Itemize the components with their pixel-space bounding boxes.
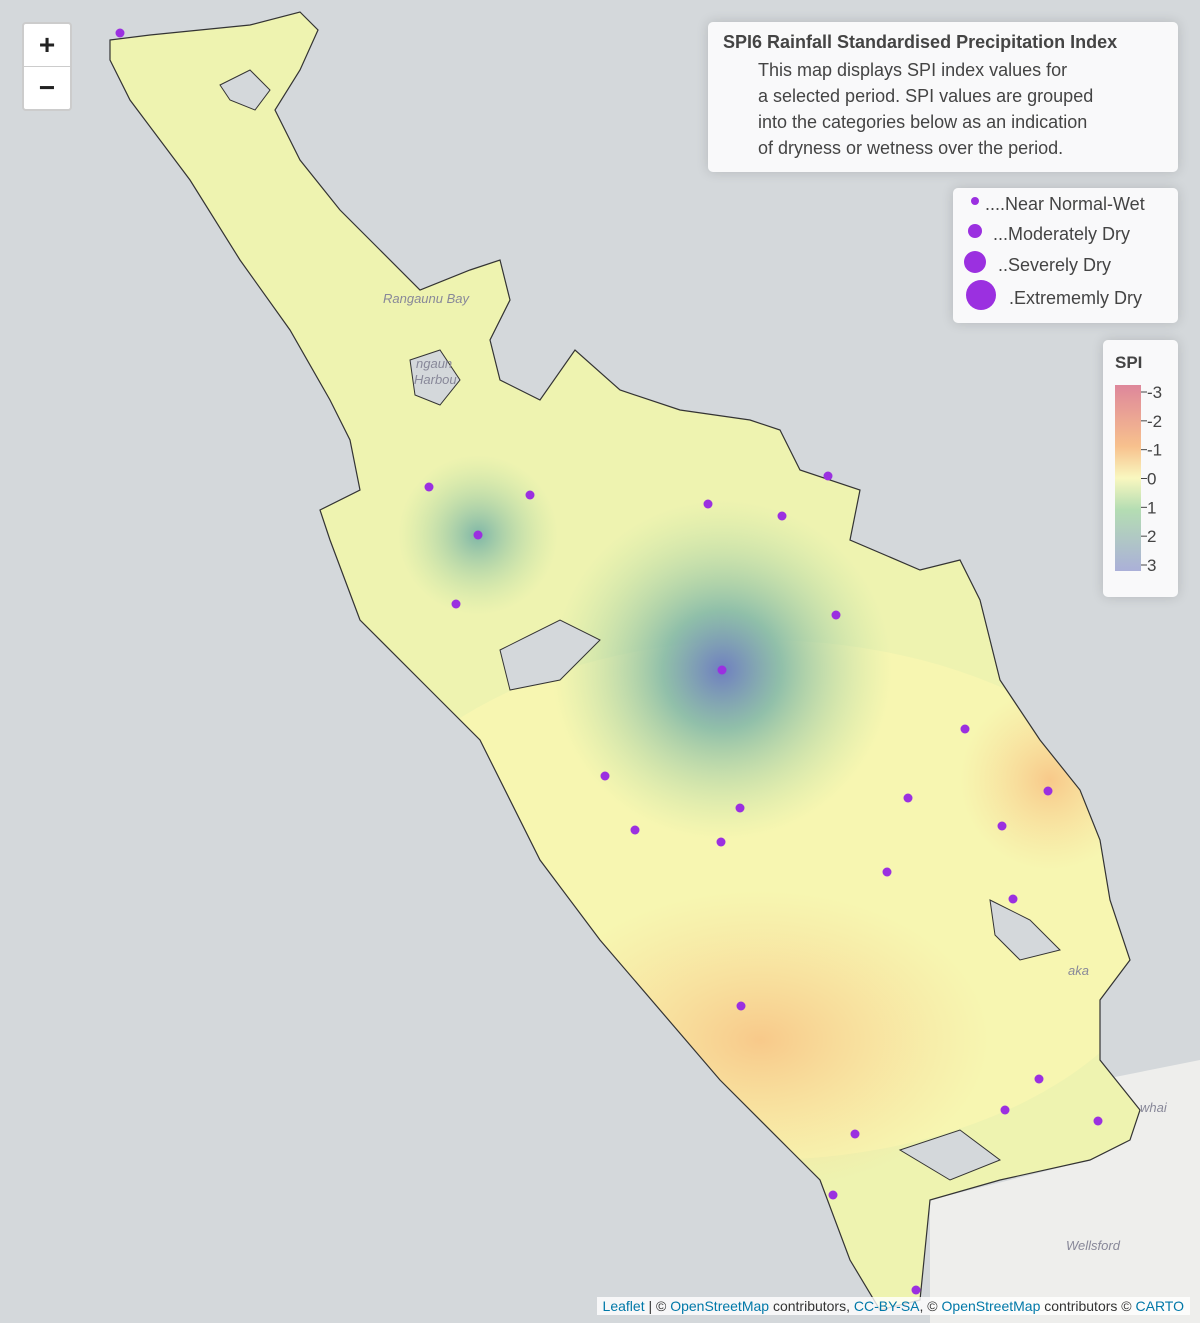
text: contributors, — [772, 1298, 850, 1314]
zoom-in[interactable]: + — [38, 29, 56, 60]
link[interactable]: CC-BY-SA — [853, 1298, 920, 1314]
station-marker — [451, 599, 461, 609]
station-marker — [828, 1190, 838, 1200]
legend-marker — [968, 224, 982, 238]
place-label: Wellsford — [1066, 1238, 1121, 1253]
station-marker — [1093, 1116, 1103, 1126]
station-marker — [1008, 894, 1018, 904]
place-label: aka — [1068, 963, 1089, 978]
tick-label: 1 — [1147, 498, 1156, 517]
station-marker — [716, 837, 726, 847]
tick-label: -1 — [1147, 441, 1162, 460]
tick-label: 0 — [1147, 470, 1156, 489]
tick-label: -2 — [1147, 412, 1162, 431]
place-label: Rangaunu Bay — [383, 291, 471, 306]
legend-label: ...Moderately Dry — [993, 224, 1130, 244]
place-label: whai — [1140, 1100, 1168, 1115]
zoom-control: + − — [22, 22, 72, 111]
station-marker — [115, 28, 125, 38]
info-line: into the categories below as an indicati… — [758, 112, 1088, 132]
info-line: of dryness or wetness over the period. — [758, 138, 1064, 158]
legend-marker — [966, 280, 996, 310]
text: , © — [919, 1298, 938, 1314]
station-marker — [424, 482, 434, 492]
station-marker — [525, 490, 535, 500]
stations — [115, 28, 1103, 1295]
link[interactable]: CARTO — [1135, 1298, 1185, 1314]
tick-label: 2 — [1147, 527, 1156, 546]
zoom-out[interactable]: − — [24, 66, 70, 109]
station-marker — [903, 793, 913, 803]
info-line: a selected period. SPI values are groupe… — [758, 86, 1094, 106]
station-marker — [735, 803, 745, 813]
place-label: Harbou — [414, 372, 457, 387]
link[interactable]: Leaflet — [602, 1298, 645, 1314]
marker-legend: ....Near Normal-Wet ...Moderately Dry ..Se… — [953, 188, 1178, 323]
station-marker — [473, 530, 483, 540]
link[interactable]: OpenStreetMap — [941, 1298, 1041, 1314]
tick-label: 3 — [1147, 556, 1156, 575]
legend-marker — [971, 197, 979, 205]
legend-label: .Extrememly Dry — [1009, 288, 1142, 308]
legend-marker — [964, 251, 986, 273]
info-line: This map displays SPI index values for — [758, 60, 1068, 80]
info-title: SPI6 Rainfall Standardised Precipitation… — [723, 32, 1118, 52]
text: | © — [648, 1298, 667, 1314]
link[interactable]: OpenStreetMap — [670, 1298, 770, 1314]
station-marker — [823, 471, 833, 481]
legend-label: ....Near Normal-Wet — [985, 194, 1145, 214]
spi-legend-title: SPI — [1115, 353, 1142, 372]
place-label: ngaun — [416, 356, 452, 371]
tick-label: -3 — [1147, 383, 1162, 402]
station-marker — [997, 821, 1007, 831]
color-bar — [1115, 385, 1141, 571]
station-marker — [1034, 1074, 1044, 1084]
station-marker — [736, 1001, 746, 1011]
marker-legend-graphic: ....Near Normal-Wet ...Moderately Dry ..Se… — [964, 194, 1145, 310]
station-marker — [911, 1285, 921, 1295]
station-marker — [831, 610, 841, 620]
attribution: Leaflet | © OpenStreetMap contributors, … — [596, 1297, 1190, 1315]
station-marker — [1043, 786, 1053, 796]
station-marker — [600, 771, 610, 781]
station-marker — [882, 867, 892, 877]
station-marker — [1000, 1105, 1010, 1115]
spi-legend-graphic: SPI -3 -2 -1 0 1 2 3 — [1115, 353, 1162, 575]
legend-label: ..Severely Dry — [998, 255, 1111, 275]
harbours — [219, 69, 1061, 1181]
station-marker — [850, 1129, 860, 1139]
station-marker — [717, 665, 727, 675]
station-marker — [703, 499, 713, 509]
station-marker — [777, 511, 787, 521]
station-marker — [630, 825, 640, 835]
spi-legend: SPI -3 -2 -1 0 1 2 3 — [1103, 340, 1178, 597]
text: contributors © — [1044, 1298, 1132, 1314]
station-marker — [960, 724, 970, 734]
info-box: SPI6 Rainfall Standardised Precipitation… — [708, 22, 1178, 172]
